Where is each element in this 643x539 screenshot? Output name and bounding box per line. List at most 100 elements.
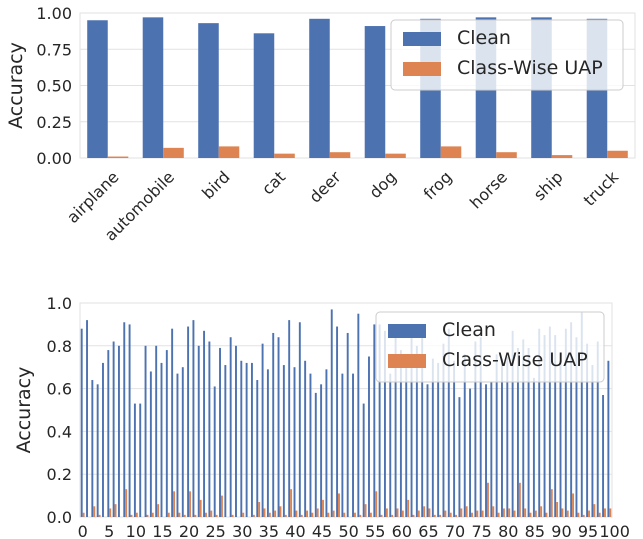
bar-clean <box>373 324 376 517</box>
bar-clean <box>586 343 589 517</box>
bar-uap <box>572 493 575 517</box>
bar-clean <box>511 330 514 517</box>
bar-clean <box>341 373 344 517</box>
bar-uap <box>577 512 580 517</box>
legend-label: Clean <box>442 319 496 341</box>
bar-clean <box>139 403 142 517</box>
bar-uap <box>588 510 590 517</box>
bar-clean <box>548 326 551 517</box>
bar-clean <box>208 341 211 517</box>
bar-clean <box>330 309 333 517</box>
bar-clean <box>431 358 434 517</box>
bar-uap <box>423 506 426 517</box>
bar-uap <box>338 493 340 517</box>
x-tick-label: 5 <box>104 522 114 539</box>
x-tick-label: ship <box>530 167 567 204</box>
bar-uap <box>189 491 191 517</box>
bar-clean <box>543 335 546 517</box>
bar-clean <box>266 369 269 517</box>
bar-clean <box>362 403 365 517</box>
bar-clean <box>479 337 482 517</box>
x-tick-label: horse <box>466 167 511 212</box>
bar-uap <box>545 512 548 517</box>
bar-clean <box>229 337 232 517</box>
x-tick-label: 90 <box>551 522 571 539</box>
bar-clean <box>314 392 317 517</box>
bar-uap <box>93 506 96 517</box>
x-tick-label: 25 <box>205 522 225 539</box>
bar-uap <box>183 514 186 517</box>
bar-uap <box>508 508 511 517</box>
bar-uap <box>385 153 406 158</box>
y-tick-label: 1.0 <box>47 294 72 313</box>
legend-frame <box>390 19 624 91</box>
bar-uap <box>407 499 410 517</box>
x-tick-label: 80 <box>498 522 518 539</box>
bar-uap <box>343 512 346 517</box>
bar-uap <box>566 510 569 517</box>
x-tick-label: dog <box>365 167 400 202</box>
bar-uap <box>329 152 351 158</box>
bar-clean <box>383 330 386 517</box>
x-tick-label: 95 <box>578 522 598 539</box>
bar-clean <box>453 360 456 517</box>
y-tick-label: 0.50 <box>36 77 72 96</box>
chart-target-accuracy: 0.0 0.2 0.4 0.6 0.8 1.0 Accuracy 0 5 10 15 20 25 30 35… <box>13 294 630 539</box>
x-tick-label: 55 <box>365 522 385 539</box>
bar-clean <box>203 330 206 517</box>
bar-clean <box>256 380 259 517</box>
bar-clean <box>442 343 445 517</box>
bar-clean <box>288 320 291 517</box>
bar-clean <box>87 20 108 158</box>
bar-clean <box>325 369 328 517</box>
bar-clean <box>219 347 221 517</box>
y-tick-label: 0.25 <box>36 113 72 132</box>
bar-clean <box>405 354 408 517</box>
bar-clean <box>336 326 339 517</box>
bar-uap <box>551 155 573 158</box>
bar-uap <box>274 510 277 517</box>
bar-clean <box>149 371 152 517</box>
legend-label: Clean <box>457 27 511 49</box>
bar-uap <box>194 514 197 517</box>
bar-clean <box>570 322 573 517</box>
bar-uap <box>82 512 85 517</box>
bar-uap <box>258 502 261 517</box>
bar-uap <box>460 508 463 517</box>
y-tick-label: 0.6 <box>47 380 72 399</box>
bar-uap <box>146 514 149 517</box>
bar-uap <box>540 506 543 517</box>
bar-clean <box>368 356 370 517</box>
x-tick-label: 75 <box>471 522 491 539</box>
bar-uap <box>396 508 399 517</box>
bar-uap <box>316 508 319 517</box>
bar-uap <box>220 495 223 517</box>
bar-uap <box>151 512 154 517</box>
x-tick-label: deer <box>305 167 344 206</box>
bar-uap <box>279 506 282 517</box>
bar-clean <box>240 360 243 517</box>
bar-uap <box>476 510 479 517</box>
bar-uap <box>417 510 420 517</box>
bar-uap <box>604 508 606 517</box>
bar-uap <box>492 506 495 517</box>
bar-uap <box>107 156 129 158</box>
bar-uap <box>380 514 383 517</box>
bar-clean <box>181 367 184 517</box>
x-tick-label: 30 <box>232 522 252 539</box>
bar-uap <box>455 514 457 517</box>
y-tick-label: 1.00 <box>36 4 72 23</box>
bar-uap <box>369 512 372 517</box>
bar-clean <box>346 332 349 517</box>
bar-clean <box>309 373 312 517</box>
bar-clean <box>463 354 466 517</box>
bar-clean <box>91 380 94 517</box>
bar-clean <box>117 345 120 517</box>
bar-uap <box>98 514 101 517</box>
bar-clean <box>165 350 168 517</box>
bar-clean <box>364 26 386 158</box>
bar-uap <box>322 499 324 517</box>
bar-clean <box>192 320 195 517</box>
bar-clean <box>272 332 275 517</box>
bar-clean <box>506 356 509 517</box>
